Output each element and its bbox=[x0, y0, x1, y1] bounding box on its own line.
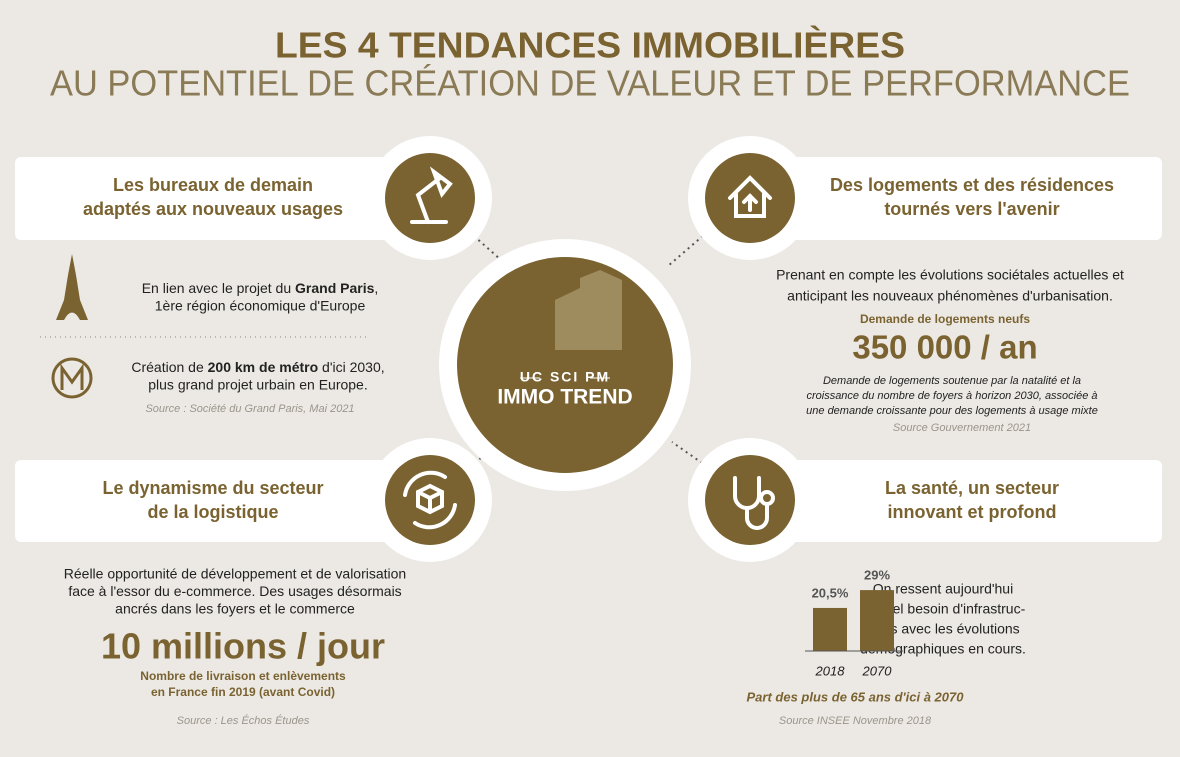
brand-bottom: IMMO TREND bbox=[497, 386, 632, 409]
text-part: d'ici 2030, bbox=[318, 359, 385, 375]
section-title: La santé, un secteur bbox=[885, 478, 1059, 498]
source: Source INSEE Novembre 2018 bbox=[779, 715, 932, 727]
value-label: 20,5% bbox=[812, 585, 849, 600]
section-title: de la logistique bbox=[147, 502, 278, 522]
strong-text: Grand Paris bbox=[295, 280, 375, 296]
body-text: ancrés dans les foyers et le commerce bbox=[115, 601, 355, 617]
body-text: 1ère région économique d'Europe bbox=[155, 298, 366, 314]
category-label: 2070 bbox=[862, 663, 893, 678]
source: Source Gouvernement 2021 bbox=[893, 422, 1031, 434]
section-title: adaptés aux nouveaux usages bbox=[83, 199, 343, 219]
note: Demande de logements soutenue par la nat… bbox=[823, 375, 1081, 387]
source: Source : Société du Grand Paris, Mai 202… bbox=[145, 403, 354, 415]
stat-label: Demande de logements neufs bbox=[860, 312, 1030, 326]
text-part: En lien avec le projet du bbox=[142, 280, 295, 296]
body-text: un réel besoin d'infrastruc- bbox=[861, 601, 1026, 617]
note: une demande croissante pour des logement… bbox=[806, 405, 1098, 417]
chart-title: Part des plus de 65 ans d'ici à 2070 bbox=[747, 689, 965, 704]
bands bbox=[15, 157, 1162, 542]
note: Nombre de livraison et enlèvements bbox=[140, 669, 346, 683]
body-text: anticipant les nouveaux phénomènes d'urb… bbox=[787, 288, 1113, 304]
body-text: démographiques en cours. bbox=[860, 641, 1026, 657]
body-text: face à l'essor du e-commerce. Des usages… bbox=[68, 583, 401, 599]
icon-circles bbox=[368, 136, 812, 562]
section-title: innovant et profond bbox=[888, 502, 1057, 522]
note: en France fin 2019 (avant Covid) bbox=[151, 685, 335, 699]
body-text: Prenant en compte les évolutions sociéta… bbox=[776, 267, 1124, 283]
stat: 350 000 / an bbox=[852, 329, 1037, 366]
section-title: Des logements et des résidences bbox=[830, 175, 1114, 195]
text-part: Création de bbox=[131, 359, 207, 375]
title: LES 4 TENDANCES IMMOBILIÈRES bbox=[275, 25, 905, 66]
subtitle: AU POTENTIEL DE CRÉATION DE VALEUR ET DE… bbox=[50, 63, 1130, 104]
brand-top: UC SCI PM bbox=[520, 369, 610, 385]
section-title: Les bureaux de demain bbox=[113, 175, 313, 195]
body-text: En lien avec le projet du Grand Paris, bbox=[142, 280, 379, 296]
text-part: , bbox=[374, 280, 378, 296]
body-text: plus grand projet urbain en Europe. bbox=[148, 377, 367, 393]
section-title: tournés vers l'avenir bbox=[884, 199, 1059, 219]
section-title: Le dynamisme du secteur bbox=[102, 478, 323, 498]
body-text: Réelle opportunité de développement et d… bbox=[64, 566, 406, 582]
icons bbox=[403, 166, 775, 530]
body-text: Création de 200 km de métro d'ici 2030, bbox=[131, 359, 384, 375]
strong-text: 200 km de métro bbox=[208, 359, 319, 375]
eiffel-icon bbox=[56, 254, 88, 320]
bar bbox=[860, 590, 894, 651]
bar bbox=[813, 607, 847, 651]
metro-icon bbox=[51, 357, 93, 399]
body-text: tures avec les évolutions bbox=[866, 621, 1019, 637]
source: Source : Les Échos Études bbox=[177, 714, 310, 727]
note: croissance du nombre de foyers à horizon… bbox=[806, 390, 1097, 402]
category-label: 2018 bbox=[815, 663, 846, 678]
body-text: On ressent aujourd'hui bbox=[873, 581, 1013, 597]
metro-letter bbox=[60, 363, 84, 390]
center-logo bbox=[439, 239, 691, 491]
value-label: 29% bbox=[864, 568, 890, 583]
stat: 10 millions / jour bbox=[101, 626, 385, 667]
